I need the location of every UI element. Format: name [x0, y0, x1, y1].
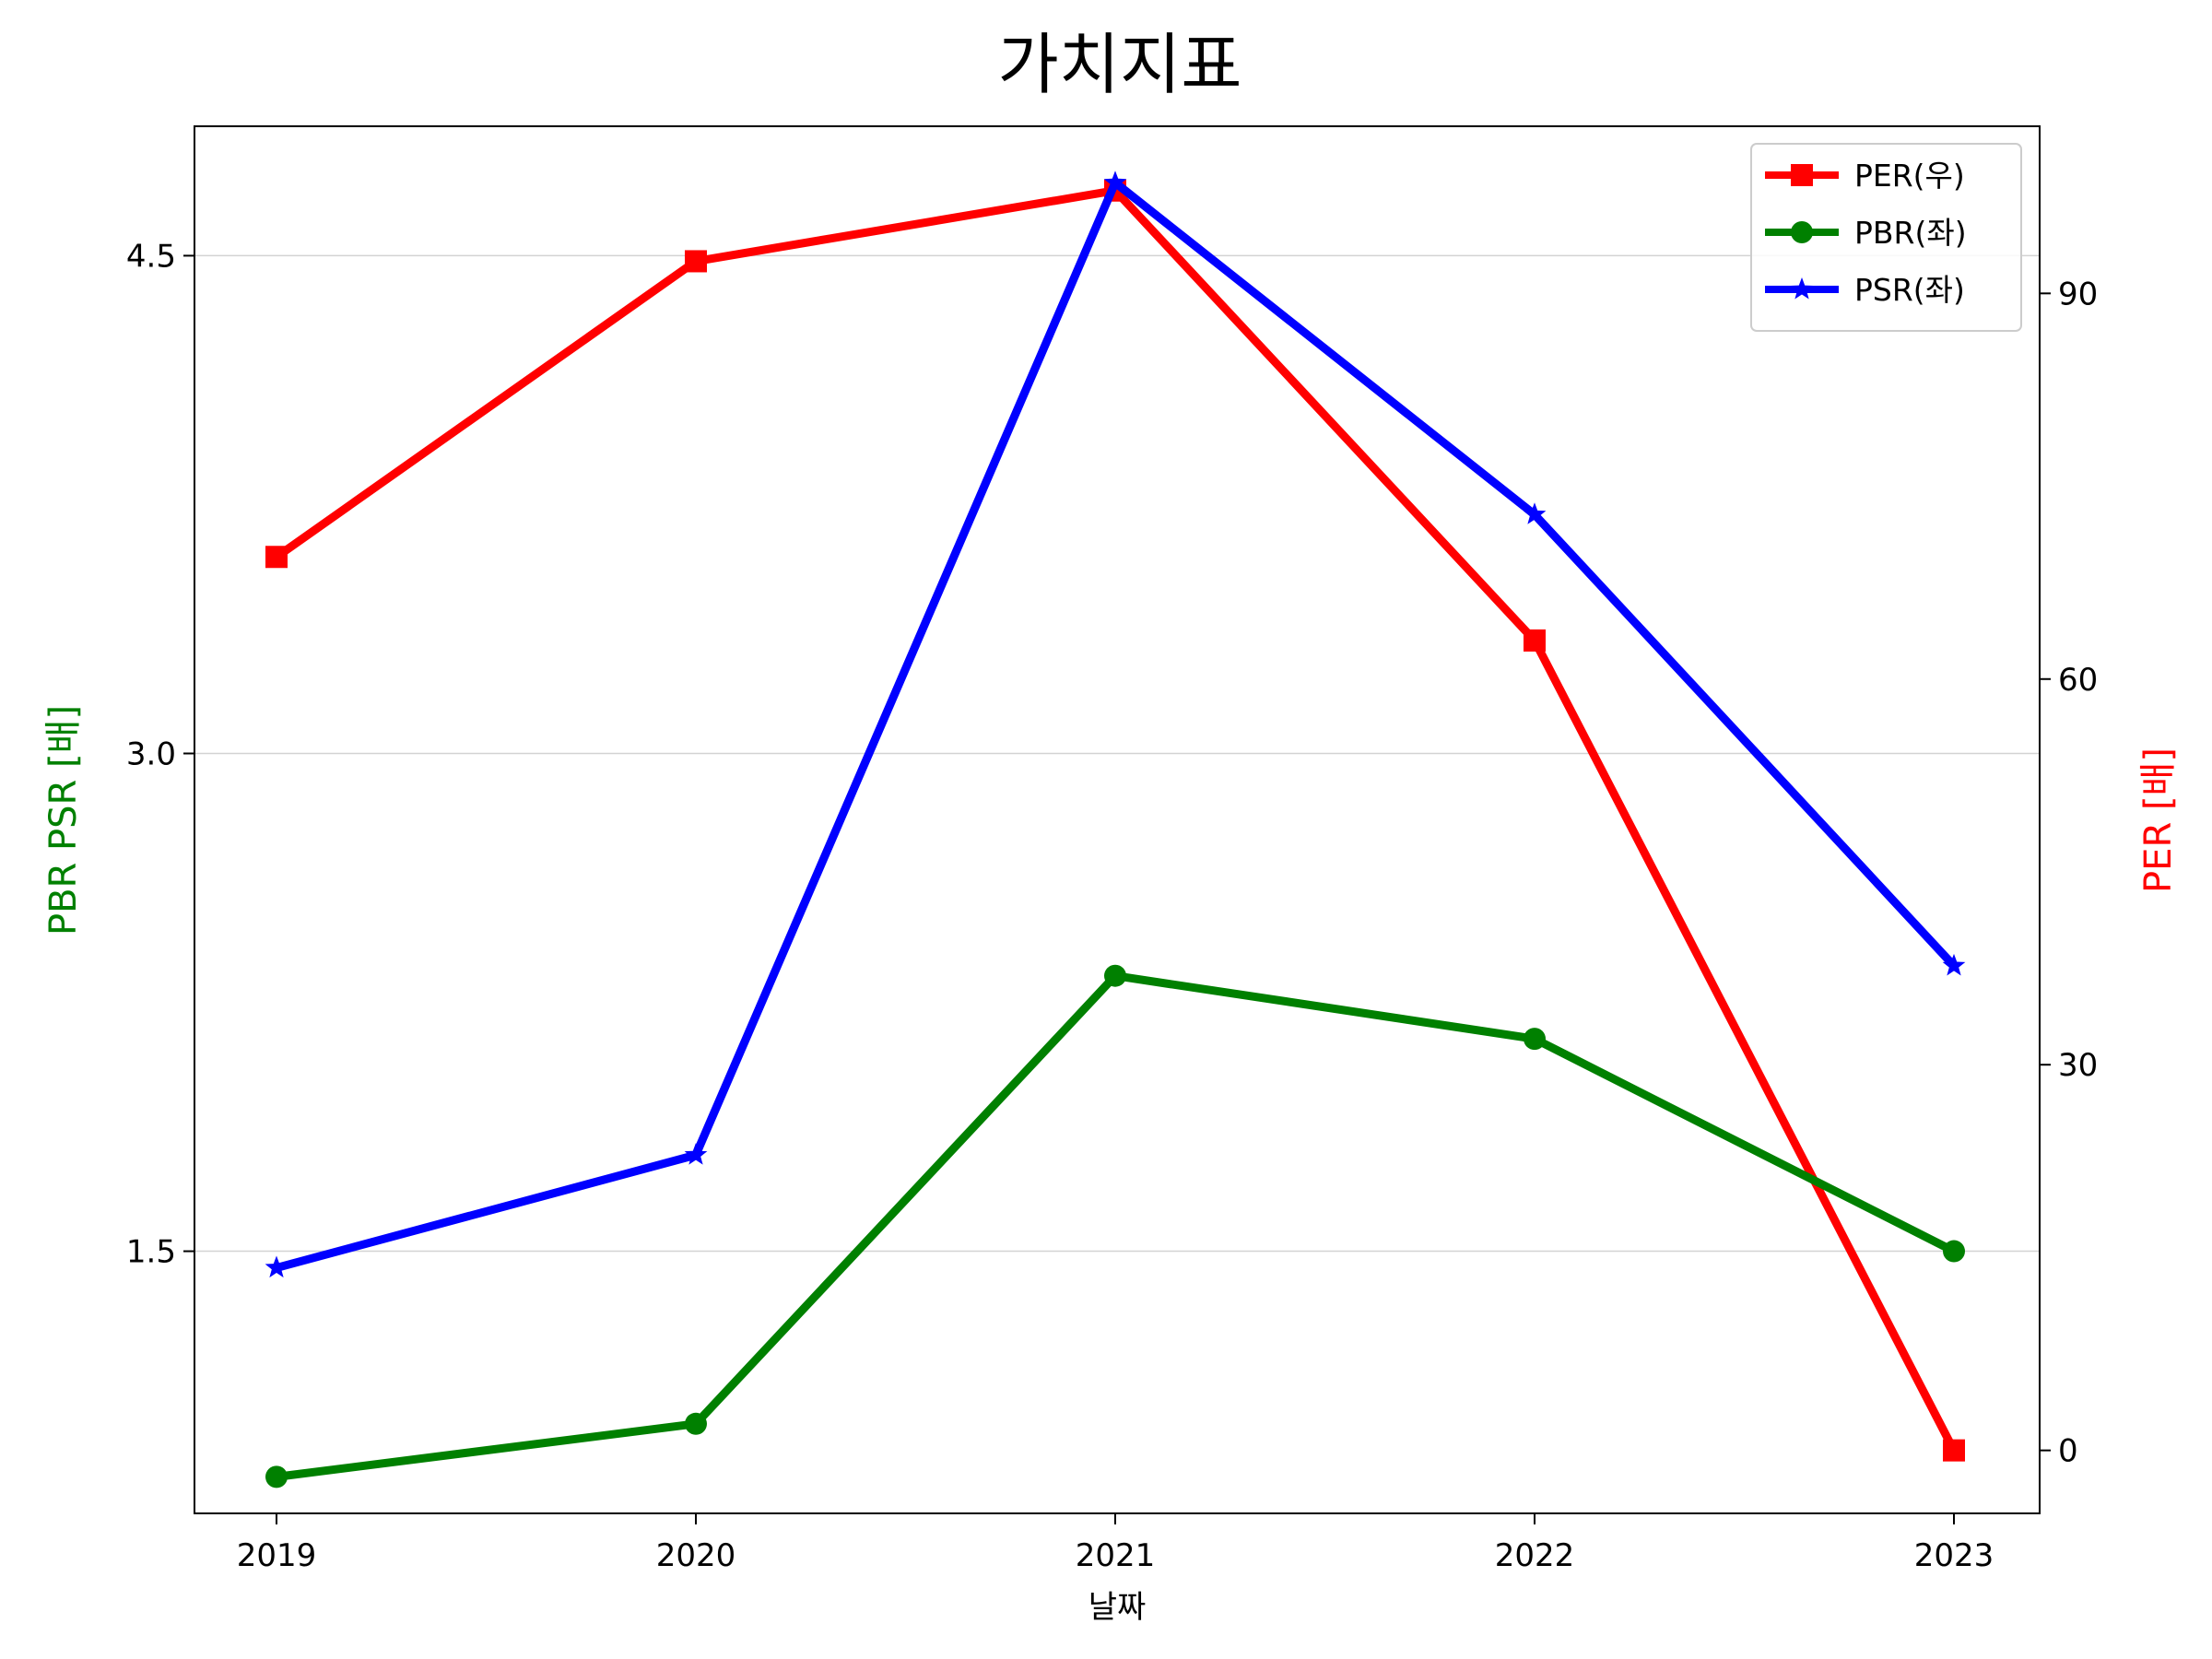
data-point-psr: [265, 1255, 288, 1278]
y-axis-right: 0 30 60 90: [2040, 276, 2098, 1470]
y-right-tick-label: 90: [2058, 276, 2098, 312]
y-left-tick-label: 4.5: [126, 238, 176, 275]
x-tick-label: 2023: [1914, 1537, 1994, 1574]
y-right-tick-label: 30: [2058, 1047, 2098, 1084]
legend-marker: [1791, 221, 1813, 243]
chart-title: 가치지표: [998, 26, 1242, 103]
data-point-pbr: [1943, 1240, 1965, 1263]
data-point-per: [685, 250, 707, 273]
legend-marker: [1791, 164, 1813, 186]
x-tick-label: 2021: [1076, 1537, 1156, 1574]
plot-series: [265, 171, 1966, 1488]
data-point-per: [1524, 629, 1546, 652]
series-line-pbr: [276, 971, 1957, 1481]
data-point-psr: [1942, 953, 1966, 976]
legend-entry-pbr: PBR(좌): [1765, 215, 1967, 251]
y-right-tick-label: 0: [2058, 1433, 2078, 1470]
x-tick-label: 2019: [237, 1537, 317, 1574]
grid: [194, 254, 2040, 1253]
y-axis-left-label: PBR PSR [배]: [42, 705, 85, 935]
x-axis: 2019 2020 2021 2022 2023: [237, 1513, 1994, 1574]
series-line-per: [274, 186, 1958, 1453]
data-point-per: [1943, 1439, 1965, 1462]
data-point-pbr: [685, 1412, 707, 1435]
x-axis-label: 날짜: [1088, 1589, 1147, 1626]
x-tick-label: 2020: [656, 1537, 736, 1574]
legend-entry-psr: PSR(좌): [1765, 272, 1965, 308]
legend-label: PER(우): [1854, 158, 1965, 194]
data-point-pbr: [1104, 964, 1126, 987]
data-point-psr: [1103, 171, 1127, 193]
x-tick-label: 2022: [1495, 1537, 1575, 1574]
y-left-tick-label: 1.5: [126, 1234, 176, 1271]
data-point-psr: [684, 1143, 708, 1165]
y-left-tick-label: 3.0: [126, 735, 176, 772]
legend-box: [1750, 143, 2022, 332]
legend-label: PBR(좌): [1854, 215, 1967, 251]
y-right-tick-label: 60: [2058, 662, 2098, 699]
series-per: [265, 179, 1965, 1462]
legend-marker: [1790, 277, 1814, 300]
legend: PER(우) PBR(좌) PSR(좌): [1750, 143, 2022, 332]
data-point-per: [265, 546, 288, 569]
legend-entry-per: PER(우): [1765, 158, 1965, 194]
y-axis-left: 1.5 3.0 4.5: [126, 238, 194, 1271]
series-pbr: [265, 964, 1965, 1488]
data-point-psr: [1523, 502, 1547, 524]
legend-entries: PER(우) PBR(좌) PSR(좌): [1765, 158, 1967, 308]
data-point-pbr: [1524, 1028, 1546, 1051]
series-psr: [265, 171, 1966, 1278]
series-line-psr: [275, 178, 1958, 1272]
data-point-pbr: [265, 1465, 288, 1488]
legend-label: PSR(좌): [1854, 272, 1965, 308]
plot-frame: [194, 125, 2041, 1514]
y-axis-right-label: PER [배]: [2137, 747, 2180, 893]
